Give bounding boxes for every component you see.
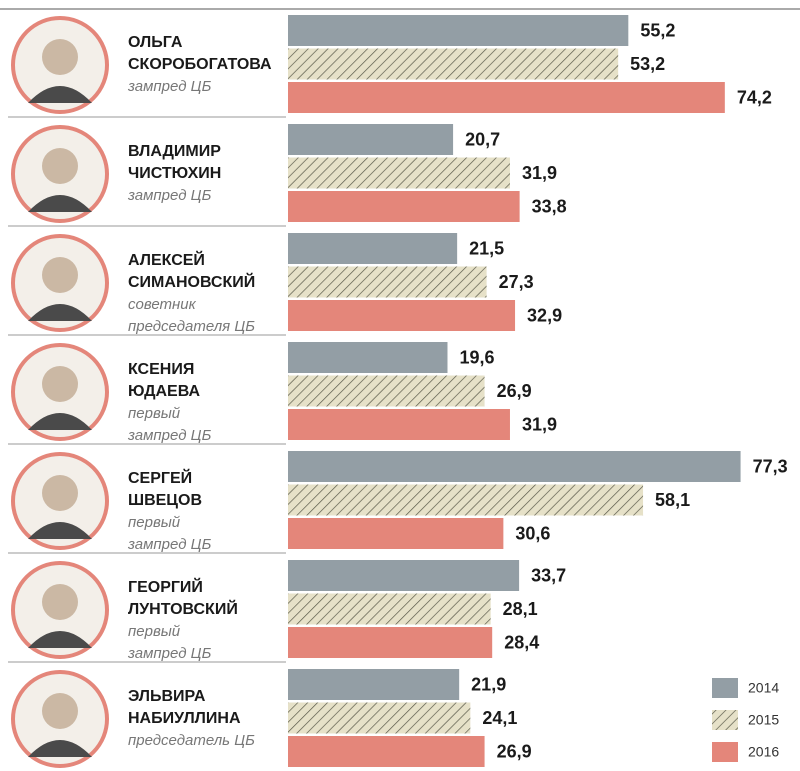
person-name: СКОРОБОГАТОВА [128,56,272,73]
value-label: 27,3 [499,272,534,292]
value-label: 28,1 [503,599,538,619]
bar [288,157,510,189]
person-name: СИМАНОВСКИЙ [128,272,255,291]
photo-head [42,693,78,729]
legend-label: 2014 [748,680,779,696]
person-name: ЧИСТЮХИН [128,165,221,182]
value-label: 53,2 [630,54,665,74]
person-role: зампред ЦБ [127,427,212,444]
legend-label: 2016 [748,744,779,760]
bar [288,451,741,482]
value-label: 24,1 [482,708,517,728]
bar [288,266,487,298]
bar [288,124,454,155]
value-label: 19,6 [459,347,494,367]
person-name: ВЛАДИМИР [128,143,221,160]
bar [288,375,485,407]
person-role: первый [128,405,181,422]
person-role: председателя ЦБ [128,318,255,335]
person-role: зампред ЦБ [127,536,212,553]
bar [288,48,619,80]
value-label: 77,3 [753,456,788,476]
value-label: 28,4 [504,632,539,652]
photo-body [28,522,92,539]
photo-head [42,366,78,402]
person-name: ШВЕЦОВ [128,492,202,509]
value-label: 32,9 [527,305,562,325]
person-role: зампред ЦБ [127,645,212,662]
photo-head [42,475,78,511]
value-label: 21,9 [471,674,506,694]
legend-swatch [712,710,738,730]
bar [288,669,460,700]
person-role: первый [128,514,181,531]
value-label: 26,9 [497,381,532,401]
person-name: ЭЛЬВИРА [128,688,206,705]
legend-label: 2015 [748,712,779,728]
bar [288,518,504,549]
photo-head [42,257,78,293]
bar [288,15,629,46]
person-role: первый [128,623,181,640]
value-label: 33,8 [532,196,567,216]
value-label: 26,9 [497,741,532,761]
person-name: СЕРГЕЙ [128,468,192,487]
photo-body [28,195,92,212]
person-role: зампред ЦБ [127,187,212,204]
value-label: 55,2 [640,20,675,40]
bar [288,300,516,331]
bar [288,233,458,264]
photo-head [42,148,78,184]
photo-body [28,631,92,648]
value-label: 58,1 [655,490,690,510]
person-name: НАБИУЛЛИНА [128,710,241,727]
person-name: КСЕНИЯ [128,361,194,378]
bar [288,736,485,767]
legend-swatch [712,678,738,698]
bar [288,191,520,222]
person-role: советник [128,296,197,313]
bar [288,342,448,373]
value-label: 31,9 [522,163,557,183]
photo-body [28,86,92,103]
person-name: ЛУНТОВСКИЙ [128,599,238,618]
bar [288,593,491,625]
photo-head [42,584,78,620]
person-role: председатель ЦБ [128,732,255,749]
bar [288,409,510,440]
photo-body [28,413,92,430]
person-role: зампред ЦБ [127,78,212,95]
photo-body [28,304,92,321]
photo-head [42,39,78,75]
legend-swatch [712,742,738,762]
person-name: ГЕОРГИЙ [128,577,203,596]
photo-body [28,740,92,757]
bar [288,484,644,516]
bar [288,560,520,591]
person-name: ЮДАЕВА [128,383,200,400]
value-label: 30,6 [515,523,550,543]
value-label: 20,7 [465,129,500,149]
value-label: 21,5 [469,238,504,258]
person-name: АЛЕКСЕЙ [128,250,205,269]
bar [288,82,725,113]
bar [288,627,493,658]
person-name: ОЛЬГА [128,34,183,51]
value-label: 74,2 [737,87,772,107]
value-label: 33,7 [531,565,566,585]
bar [288,702,471,734]
value-label: 31,9 [522,414,557,434]
